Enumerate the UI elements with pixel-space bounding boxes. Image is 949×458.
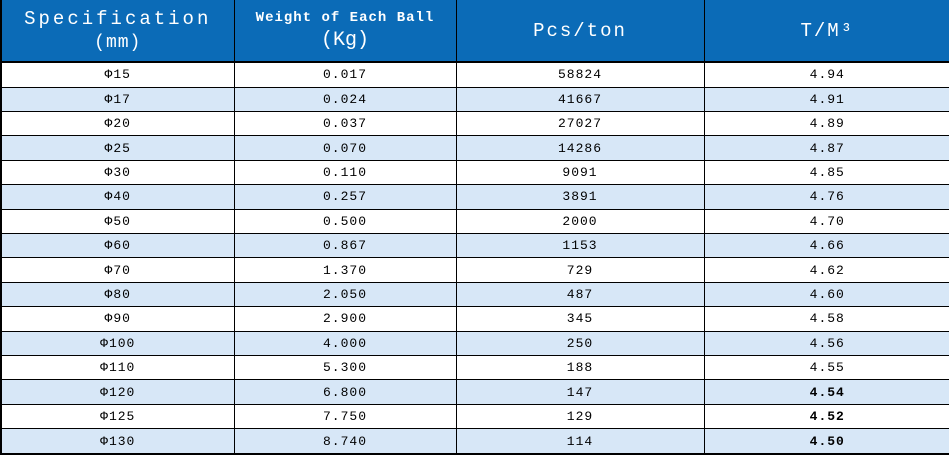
pcs-cell: 147 <box>455 379 705 405</box>
weight-cell: 1.370 <box>233 257 457 283</box>
table-row: Φ90 2.900 345 4.58 <box>1 306 949 332</box>
spec-cell: Φ90 <box>1 306 235 332</box>
col-header-t-per-m3: T/M³ <box>703 0 949 63</box>
pcs-cell: 129 <box>455 403 705 430</box>
weight-cell: 0.017 <box>233 61 457 88</box>
spec-cell: Φ30 <box>1 159 235 186</box>
spec-cell: Φ130 <box>1 428 235 455</box>
weight-cell: 5.300 <box>233 354 457 381</box>
tm3-cell: 4.54 <box>703 379 949 405</box>
tm3-cell: 4.56 <box>703 330 949 356</box>
col-header-specification: Specification (mm) <box>1 0 235 63</box>
spec-cell: Φ110 <box>1 354 235 381</box>
pcs-cell: 188 <box>455 354 705 381</box>
spec-cell: Φ100 <box>1 330 235 356</box>
table-row: Φ100 4.000 250 4.56 <box>1 330 949 356</box>
tm3-cell: 4.50 <box>703 428 949 455</box>
col-header-specification-line1: Specification <box>24 7 212 30</box>
tm3-cell: 4.62 <box>703 257 949 283</box>
pcs-cell: 114 <box>455 428 705 455</box>
tm3-cell: 4.55 <box>703 354 949 381</box>
weight-cell: 2.050 <box>233 281 457 308</box>
pcs-cell: 14286 <box>455 135 705 161</box>
pcs-cell: 1153 <box>455 232 705 259</box>
col-header-pcs-per-ton-label: Pcs/ton <box>533 19 627 42</box>
weight-cell: 2.900 <box>233 306 457 332</box>
table-body: Φ15 0.017 58824 4.94 Φ17 0.024 41667 4.91 Φ20 0.0… <box>1 61 949 455</box>
col-header-specification-line2: (mm) <box>94 33 142 54</box>
spec-cell: Φ20 <box>1 111 235 137</box>
tm3-cell: 4.52 <box>703 403 949 430</box>
pcs-cell: 3891 <box>455 184 705 210</box>
table-row: Φ120 6.800 147 4.54 <box>1 379 949 405</box>
spec-cell: Φ125 <box>1 403 235 430</box>
spec-cell: Φ15 <box>1 61 235 88</box>
tm3-cell: 4.76 <box>703 184 949 210</box>
table-row: Φ40 0.257 3891 4.76 <box>1 184 949 210</box>
table-row: Φ130 8.740 114 4.50 <box>1 428 949 455</box>
weight-cell: 6.800 <box>233 379 457 405</box>
table-row: Φ50 0.500 2000 4.70 <box>1 208 949 235</box>
weight-cell: 0.867 <box>233 232 457 259</box>
spec-cell: Φ40 <box>1 184 235 210</box>
table-header: Specification (mm) Weight of Each Ball (… <box>1 0 949 63</box>
table-row: Φ110 5.300 188 4.55 <box>1 354 949 381</box>
tm3-cell: 4.89 <box>703 111 949 137</box>
tm3-cell: 4.66 <box>703 232 949 259</box>
tm3-cell: 4.60 <box>703 281 949 308</box>
weight-cell: 0.110 <box>233 159 457 186</box>
weight-cell: 0.500 <box>233 208 457 235</box>
tm3-cell: 4.85 <box>703 159 949 186</box>
table-row: Φ15 0.017 58824 4.94 <box>1 61 949 88</box>
tm3-cell: 4.87 <box>703 135 949 161</box>
pcs-cell: 27027 <box>455 111 705 137</box>
col-header-t-per-m3-label: T/M³ <box>800 19 855 42</box>
spec-cell: Φ70 <box>1 257 235 283</box>
tm3-cell: 4.94 <box>703 61 949 88</box>
weight-cell: 8.740 <box>233 428 457 455</box>
weight-cell: 0.257 <box>233 184 457 210</box>
table-row: Φ30 0.110 9091 4.85 <box>1 159 949 186</box>
spec-cell: Φ120 <box>1 379 235 405</box>
weight-cell: 0.070 <box>233 135 457 161</box>
spec-cell: Φ80 <box>1 281 235 308</box>
pcs-cell: 41667 <box>455 86 705 113</box>
col-header-pcs-per-ton: Pcs/ton <box>455 0 705 63</box>
table-row: Φ70 1.370 729 4.62 <box>1 257 949 283</box>
col-header-weight-line1: Weight of Each Ball <box>255 10 435 26</box>
weight-cell: 0.024 <box>233 86 457 113</box>
header-row: Specification (mm) Weight of Each Ball (… <box>1 0 949 63</box>
tm3-cell: 4.58 <box>703 306 949 332</box>
pcs-cell: 250 <box>455 330 705 356</box>
table-row: Φ60 0.867 1153 4.66 <box>1 232 949 259</box>
table-row: Φ20 0.037 27027 4.89 <box>1 111 949 137</box>
spec-cell: Φ17 <box>1 86 235 113</box>
col-header-weight-line2: (Kg) <box>320 29 369 52</box>
tm3-cell: 4.70 <box>703 208 949 235</box>
pcs-cell: 58824 <box>455 61 705 88</box>
table-row: Φ80 2.050 487 4.60 <box>1 281 949 308</box>
table-row: Φ125 7.750 129 4.52 <box>1 403 949 430</box>
spec-cell: Φ60 <box>1 232 235 259</box>
pcs-cell: 729 <box>455 257 705 283</box>
table-row: Φ25 0.070 14286 4.87 <box>1 135 949 161</box>
tm3-cell: 4.91 <box>703 86 949 113</box>
spec-cell: Φ50 <box>1 208 235 235</box>
spec-cell: Φ25 <box>1 135 235 161</box>
weight-cell: 7.750 <box>233 403 457 430</box>
col-header-weight: Weight of Each Ball (Kg) <box>233 0 457 63</box>
pcs-cell: 345 <box>455 306 705 332</box>
pcs-cell: 487 <box>455 281 705 308</box>
table-row: Φ17 0.024 41667 4.91 <box>1 86 949 113</box>
weight-cell: 0.037 <box>233 111 457 137</box>
weight-cell: 4.000 <box>233 330 457 356</box>
pcs-cell: 9091 <box>455 159 705 186</box>
pcs-cell: 2000 <box>455 208 705 235</box>
